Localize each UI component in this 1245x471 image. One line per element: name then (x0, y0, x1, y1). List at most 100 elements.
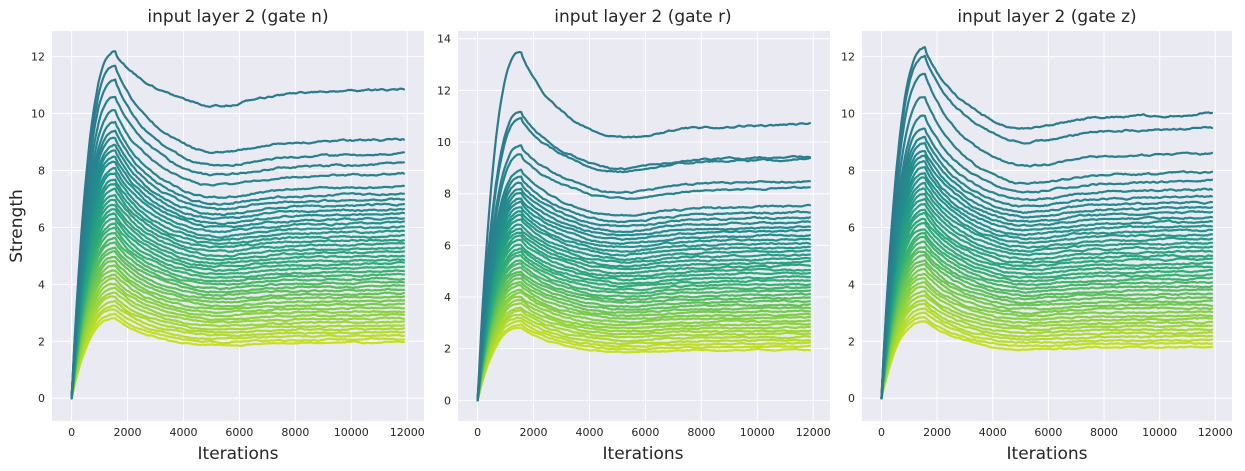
y-tick-label: 4 (444, 291, 451, 304)
series-line (880, 72, 1214, 400)
series-line (880, 192, 1214, 400)
series-line (476, 323, 811, 402)
series-line (880, 187, 1214, 400)
x-axis-label: Iterations (603, 444, 684, 464)
x-tick-label: 2000 (520, 426, 548, 439)
series-line (70, 269, 405, 400)
series-line (476, 234, 811, 402)
series-line (476, 210, 811, 402)
series-line (70, 208, 405, 400)
x-tick-label: 8000 (1090, 426, 1118, 439)
series-line (880, 302, 1214, 400)
subplot-title: input layer 2 (gate z) (957, 7, 1136, 27)
y-tick-label: 10 (841, 108, 855, 121)
series-line (70, 291, 405, 400)
series-line (70, 212, 405, 400)
x-tick-label: 0 (878, 426, 885, 439)
y-tick-label: 6 (38, 221, 45, 234)
y-tick-label: 2 (38, 335, 45, 348)
x-tick-label: 10000 (334, 426, 369, 439)
series-line (70, 317, 405, 400)
series-line (70, 255, 405, 400)
series-line (880, 299, 1214, 400)
series-line (880, 311, 1214, 400)
series-line (880, 250, 1214, 400)
x-tick-label: 4000 (979, 426, 1007, 439)
series-lines (880, 46, 1214, 400)
x-tick-label: 12000 (1198, 426, 1233, 439)
series-line (70, 203, 405, 400)
series-line (476, 231, 811, 402)
series-line (70, 226, 405, 400)
series-line (476, 284, 811, 402)
y-tick-label: 6 (444, 239, 451, 252)
series-line (476, 302, 811, 402)
x-tick-label: 10000 (740, 426, 775, 439)
x-tick-label: 4000 (169, 426, 197, 439)
series-line (880, 240, 1214, 400)
series-line (880, 281, 1214, 400)
x-tick-label: 6000 (631, 426, 659, 439)
series-line (476, 298, 811, 402)
y-tick-label: 2 (444, 343, 451, 356)
series-line (880, 212, 1214, 400)
series-line (70, 304, 405, 400)
series-line (476, 200, 811, 402)
y-tick-label: 6 (848, 221, 855, 234)
series-line (476, 316, 811, 402)
x-axis-label: Iterations (198, 444, 279, 464)
series-line (70, 273, 405, 400)
series-line (476, 259, 811, 402)
series-line (70, 250, 405, 400)
y-tick-label: 8 (444, 188, 451, 201)
series-line (880, 208, 1214, 400)
x-tick-label: 8000 (281, 426, 309, 439)
y-axis-label: Strength (7, 189, 27, 263)
series-line (70, 149, 405, 400)
y-tick-label: 14 (437, 33, 451, 46)
series-line (476, 175, 811, 402)
series-line (70, 308, 405, 400)
series-line (70, 64, 405, 400)
y-tick-label: 2 (848, 335, 855, 348)
y-tick-label: 8 (38, 164, 45, 177)
series-line (70, 95, 405, 400)
series-line (476, 218, 811, 402)
series-line (476, 309, 811, 402)
x-tick-label: 6000 (225, 426, 253, 439)
series-line (70, 264, 405, 400)
x-tick-label: 6000 (1034, 426, 1062, 439)
series-line (476, 281, 811, 402)
series-line (476, 247, 811, 402)
series-line (880, 267, 1214, 400)
series-line (476, 250, 811, 402)
series-line (70, 120, 405, 400)
series-line (880, 316, 1214, 400)
y-tick-label: 4 (38, 278, 45, 291)
series-line (70, 282, 405, 400)
series-line (476, 326, 811, 402)
series-line (476, 206, 811, 402)
series-line (880, 320, 1214, 400)
y-tick-label: 0 (38, 392, 45, 405)
series-line (70, 286, 405, 400)
series-line (476, 227, 811, 402)
series-line (70, 198, 405, 400)
series-line (880, 127, 1214, 400)
series-line (476, 168, 811, 402)
series-line (880, 197, 1214, 400)
y-tick-label: 0 (848, 392, 855, 405)
series-line (70, 143, 405, 400)
x-tick-label: 8000 (687, 426, 715, 439)
series-line (70, 236, 405, 400)
x-tick-label: 4000 (575, 426, 603, 439)
series-line (476, 238, 811, 402)
subplot-gate-r: input layer 2 (gate r) Iterations 0 2000 4… (437, 7, 831, 464)
x-tick-label: 2000 (923, 426, 951, 439)
series-line (880, 150, 1214, 400)
series-line (70, 160, 405, 400)
series-line (476, 319, 811, 402)
series-line (70, 300, 405, 400)
series-line (476, 262, 811, 402)
x-tick-label: 0 (474, 426, 481, 439)
